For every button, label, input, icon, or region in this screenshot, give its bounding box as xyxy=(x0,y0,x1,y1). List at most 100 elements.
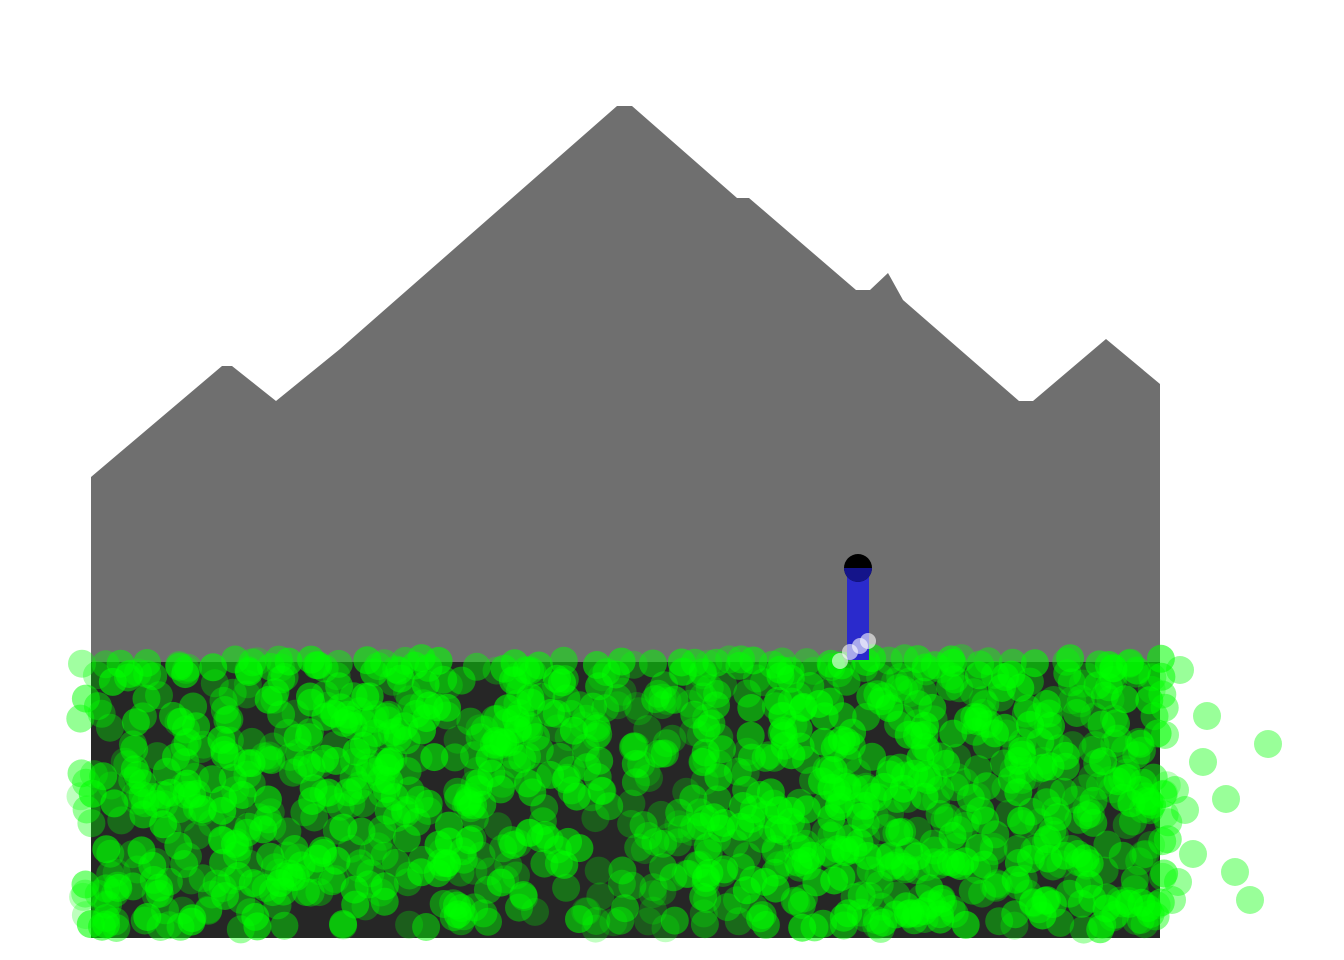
particle xyxy=(404,744,433,773)
particle xyxy=(366,878,395,907)
particle xyxy=(1032,788,1061,817)
particle xyxy=(83,692,112,721)
particle xyxy=(298,787,327,815)
particle xyxy=(1007,806,1035,835)
particle xyxy=(414,789,443,818)
particle xyxy=(473,875,502,904)
particle xyxy=(582,651,611,679)
particle xyxy=(739,646,768,675)
particle xyxy=(659,863,688,892)
particle xyxy=(156,778,185,807)
particle xyxy=(384,723,412,752)
particle xyxy=(305,878,334,907)
particle xyxy=(121,708,150,737)
particle xyxy=(702,691,730,720)
particle xyxy=(864,783,892,812)
particle xyxy=(119,872,148,901)
particle xyxy=(739,795,768,824)
particle xyxy=(263,891,292,920)
particle xyxy=(655,822,684,851)
particle xyxy=(329,911,358,940)
particle xyxy=(664,810,693,839)
particle xyxy=(876,853,905,882)
particle xyxy=(586,882,615,911)
particle xyxy=(517,688,545,717)
particle xyxy=(1072,851,1101,880)
particle xyxy=(733,842,761,870)
particle xyxy=(1037,778,1066,807)
particle xyxy=(130,906,159,935)
particle xyxy=(1189,748,1217,776)
particle xyxy=(1068,669,1097,698)
particle xyxy=(945,674,974,703)
particle xyxy=(582,712,611,741)
particle xyxy=(782,814,811,843)
particle xyxy=(311,744,339,773)
particle xyxy=(557,700,586,728)
particle xyxy=(924,850,953,879)
particle xyxy=(927,884,956,913)
particle xyxy=(177,907,206,936)
particle xyxy=(972,731,1001,759)
particle xyxy=(142,848,171,876)
particle xyxy=(648,853,677,882)
particle xyxy=(911,653,940,682)
particle xyxy=(1166,656,1194,684)
particle xyxy=(878,851,907,880)
particle xyxy=(87,699,116,728)
particle xyxy=(361,719,390,748)
particle xyxy=(377,718,406,747)
particle xyxy=(306,749,335,778)
particle xyxy=(634,822,663,850)
particle xyxy=(510,883,539,911)
particle xyxy=(571,897,600,926)
particle xyxy=(267,700,296,729)
particle xyxy=(233,670,262,699)
particle xyxy=(1120,865,1149,894)
particle xyxy=(703,785,732,814)
particle xyxy=(961,717,990,746)
particle xyxy=(266,869,295,898)
particle xyxy=(723,886,751,915)
particle xyxy=(884,674,913,702)
particle xyxy=(715,645,744,674)
particle xyxy=(856,682,885,711)
particle xyxy=(494,760,523,789)
particle xyxy=(572,897,601,926)
particle xyxy=(926,900,954,929)
particle xyxy=(316,785,345,814)
particle xyxy=(1071,844,1100,873)
particle xyxy=(903,816,932,845)
particle xyxy=(812,755,841,784)
particle xyxy=(552,873,581,902)
particle xyxy=(139,662,168,691)
particle xyxy=(1003,834,1032,863)
particle xyxy=(129,800,158,829)
particle xyxy=(1088,910,1117,939)
particle xyxy=(243,647,272,676)
particle xyxy=(812,790,841,819)
particle xyxy=(199,653,228,682)
particle xyxy=(689,882,718,911)
particle xyxy=(824,792,853,821)
particle xyxy=(411,670,440,699)
particle xyxy=(518,778,547,807)
particle xyxy=(297,753,326,782)
particle xyxy=(391,646,420,675)
particle xyxy=(133,903,162,931)
particle xyxy=(792,795,821,824)
particle xyxy=(464,775,493,804)
particle xyxy=(648,877,677,906)
particle xyxy=(340,875,369,904)
particle xyxy=(660,906,689,935)
particle xyxy=(497,826,526,855)
particle xyxy=(667,815,696,844)
particle xyxy=(164,831,193,860)
particle xyxy=(940,900,969,928)
particle xyxy=(285,738,314,767)
particle xyxy=(900,759,929,788)
particle xyxy=(881,900,910,929)
particle xyxy=(486,868,515,897)
particle xyxy=(881,667,909,696)
particle xyxy=(1148,862,1177,891)
